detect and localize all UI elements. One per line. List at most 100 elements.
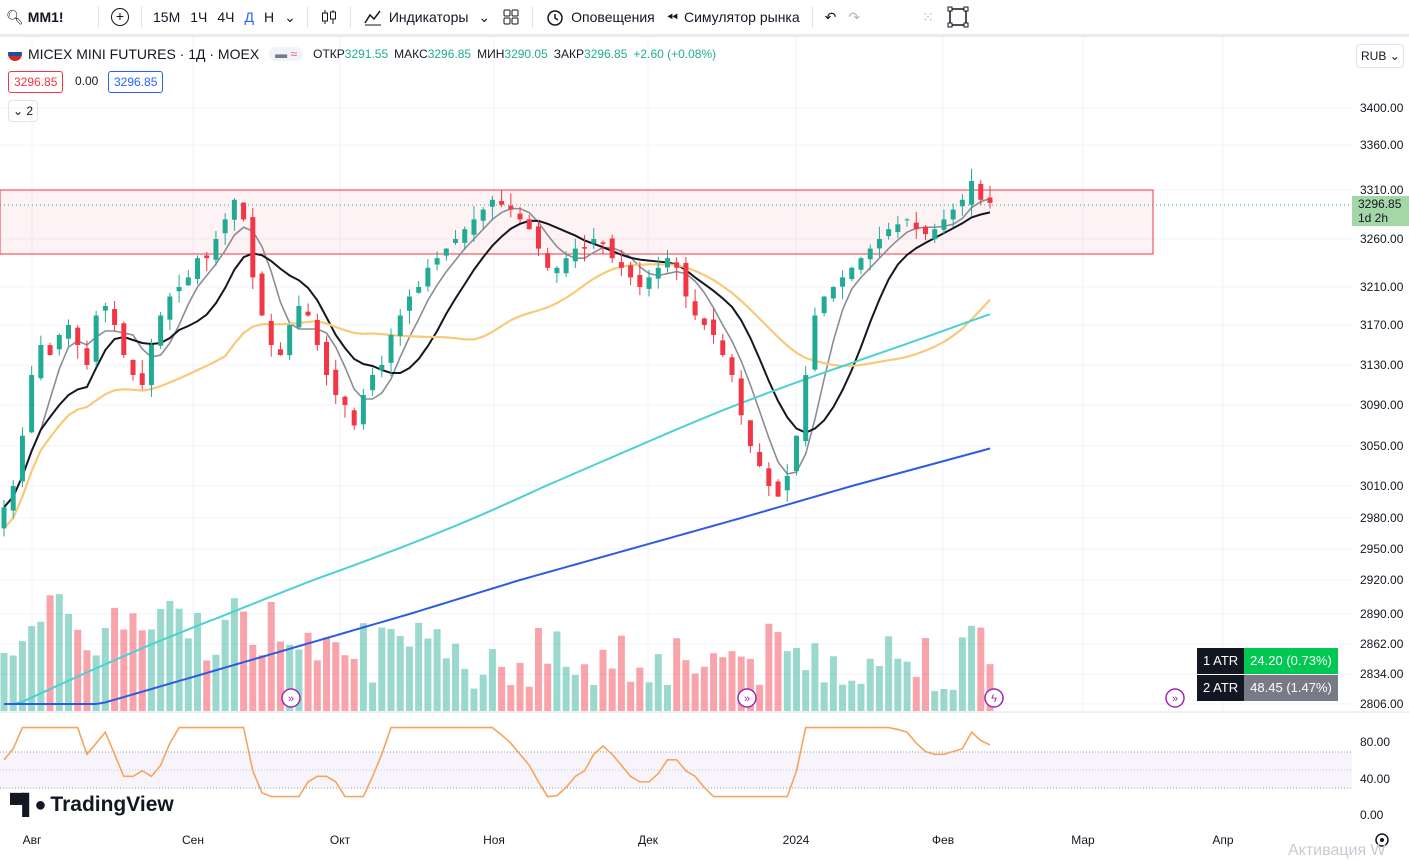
candle[interactable] (10, 479, 16, 519)
candle[interactable] (204, 251, 210, 272)
candle[interactable] (19, 427, 25, 488)
candle[interactable] (84, 340, 90, 370)
candle[interactable] (729, 353, 735, 383)
candle[interactable] (38, 335, 44, 381)
candle[interactable] (711, 308, 717, 344)
symbol-search-button[interactable]: 🔍︎ MM1! (0, 0, 92, 34)
buy-price-box[interactable]: 3296.85 (108, 71, 164, 93)
candle[interactable] (775, 479, 781, 497)
candle[interactable] (167, 292, 173, 331)
candle[interactable] (867, 244, 873, 271)
layouts-button[interactable] (496, 0, 526, 34)
chart-type-button[interactable] (314, 0, 344, 34)
candle[interactable] (821, 296, 827, 317)
candle[interactable] (508, 193, 514, 218)
candle[interactable] (499, 189, 505, 208)
candle[interactable] (148, 338, 154, 397)
sell-price-box[interactable]: 3296.85 (8, 71, 64, 93)
candle[interactable] (342, 395, 348, 418)
interval-1h[interactable]: 1Ч (190, 9, 208, 25)
undo-button[interactable]: ↶ (819, 0, 843, 34)
candle[interactable] (453, 229, 459, 246)
candle[interactable] (112, 300, 118, 331)
candle[interactable] (840, 270, 846, 300)
candle[interactable] (259, 271, 265, 316)
settings-icon[interactable] (1375, 833, 1389, 847)
candle[interactable] (314, 313, 320, 351)
interval-15m[interactable]: 15М (153, 9, 181, 25)
candle[interactable] (388, 328, 394, 377)
rsi-polyline[interactable] (3, 726, 991, 798)
candle[interactable] (102, 302, 108, 323)
candle[interactable] (425, 259, 431, 292)
candle[interactable] (563, 250, 569, 277)
candle[interactable] (618, 249, 624, 277)
currency-selector[interactable]: RUB ⌄ (1356, 44, 1404, 68)
candle[interactable] (379, 355, 385, 378)
candle[interactable] (93, 310, 99, 367)
candle[interactable] (66, 319, 72, 347)
price-axis-bg[interactable] (1352, 37, 1409, 712)
candle[interactable] (462, 226, 468, 250)
candle[interactable] (628, 261, 634, 286)
candle[interactable] (784, 464, 790, 502)
candle[interactable] (922, 225, 928, 241)
candle[interactable] (213, 230, 219, 266)
candle[interactable] (434, 251, 440, 271)
candle[interactable] (195, 255, 201, 285)
candle[interactable] (913, 211, 919, 239)
event-marker[interactable]: ϟ (984, 688, 1004, 708)
indicators-button[interactable]: Индикаторы ⌄ (357, 0, 496, 34)
candle[interactable] (277, 342, 283, 356)
candle[interactable] (932, 223, 938, 244)
candle[interactable] (268, 313, 274, 357)
candle[interactable] (489, 195, 495, 220)
visibility-toggle[interactable]: ▬ ≈ (269, 47, 304, 61)
candle[interactable] (609, 234, 615, 263)
candle[interactable] (121, 321, 127, 359)
candle[interactable] (646, 269, 652, 297)
candle[interactable] (987, 186, 993, 209)
candle[interactable] (185, 269, 191, 286)
drag-handle[interactable]: ⁙ (916, 0, 940, 34)
event-marker[interactable]: » (281, 688, 301, 708)
candle[interactable] (941, 209, 947, 235)
candle[interactable] (803, 366, 809, 447)
event-marker[interactable]: » (1165, 688, 1185, 708)
interval-4h[interactable]: 4Ч (217, 9, 235, 25)
candle[interactable] (545, 247, 551, 271)
ma-200-line[interactable] (4, 447, 991, 705)
candle[interactable] (904, 217, 910, 227)
candle[interactable] (287, 324, 293, 361)
candle[interactable] (600, 240, 606, 254)
candle[interactable] (812, 307, 818, 372)
candle[interactable] (757, 443, 763, 468)
candle[interactable] (222, 213, 228, 246)
candle[interactable] (139, 359, 145, 390)
candle[interactable] (517, 206, 523, 223)
candle[interactable] (895, 215, 901, 238)
candle[interactable] (738, 370, 744, 425)
candle[interactable] (849, 266, 855, 282)
candle[interactable] (370, 367, 376, 397)
candle[interactable] (637, 262, 643, 296)
candle[interactable] (720, 333, 726, 358)
candle[interactable] (830, 286, 836, 302)
candle[interactable] (701, 317, 707, 330)
candle[interactable] (296, 295, 302, 330)
candle[interactable] (406, 289, 412, 324)
candle[interactable] (333, 359, 339, 404)
candle[interactable] (158, 311, 164, 350)
candle[interactable] (176, 274, 182, 303)
alerts-button[interactable]: Оповещения (539, 0, 661, 34)
candle[interactable] (397, 308, 403, 346)
candle[interactable] (978, 180, 984, 206)
candle[interactable] (591, 227, 597, 250)
interval-1d[interactable]: Д (244, 9, 254, 25)
candle[interactable] (305, 303, 311, 317)
candle[interactable] (324, 335, 330, 386)
compare-add-button[interactable]: + (105, 0, 135, 34)
candle[interactable] (664, 249, 670, 273)
ma-20-line[interactable] (3, 263, 991, 530)
